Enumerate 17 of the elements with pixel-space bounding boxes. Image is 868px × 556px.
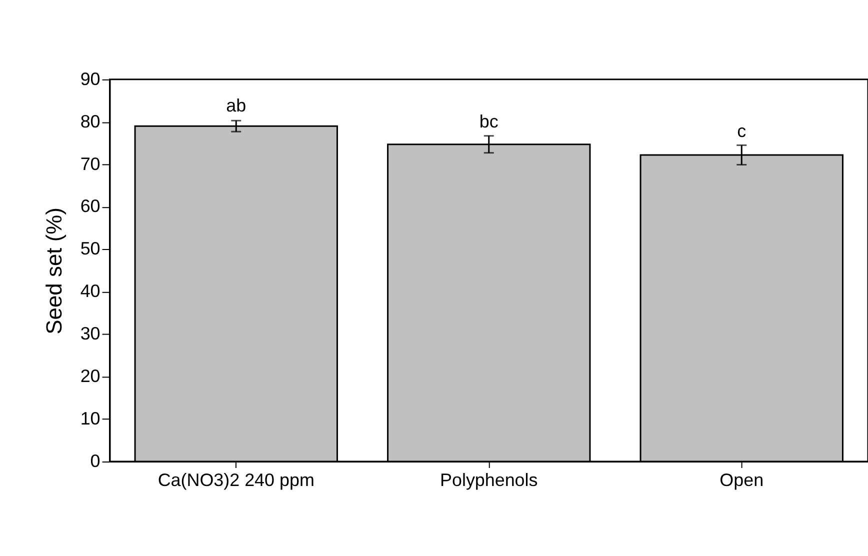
annotation: bc (479, 111, 498, 132)
y-tick-label: 30 (80, 324, 100, 344)
y-tick-label: 80 (80, 111, 100, 132)
y-tick-label: 10 (80, 408, 100, 429)
y-tick-label: 40 (80, 281, 100, 302)
y-tick-label: 0 (90, 450, 100, 471)
y-tick-label: 90 (80, 68, 100, 89)
y-tick-label: 70 (80, 154, 100, 174)
x-tick-label: Ca(NO3)2 240 ppm (158, 470, 314, 490)
y-tick-label: 20 (80, 366, 100, 386)
y-axis-title: Seed set (%) (41, 208, 66, 334)
y-tick-label: 50 (80, 238, 100, 259)
annotation: c (737, 121, 746, 142)
annotation: ab (226, 95, 246, 116)
y-tick-label: 60 (80, 196, 100, 216)
x-tick-label: Polyphenols (440, 470, 538, 490)
x-tick-label: Open (720, 470, 764, 490)
